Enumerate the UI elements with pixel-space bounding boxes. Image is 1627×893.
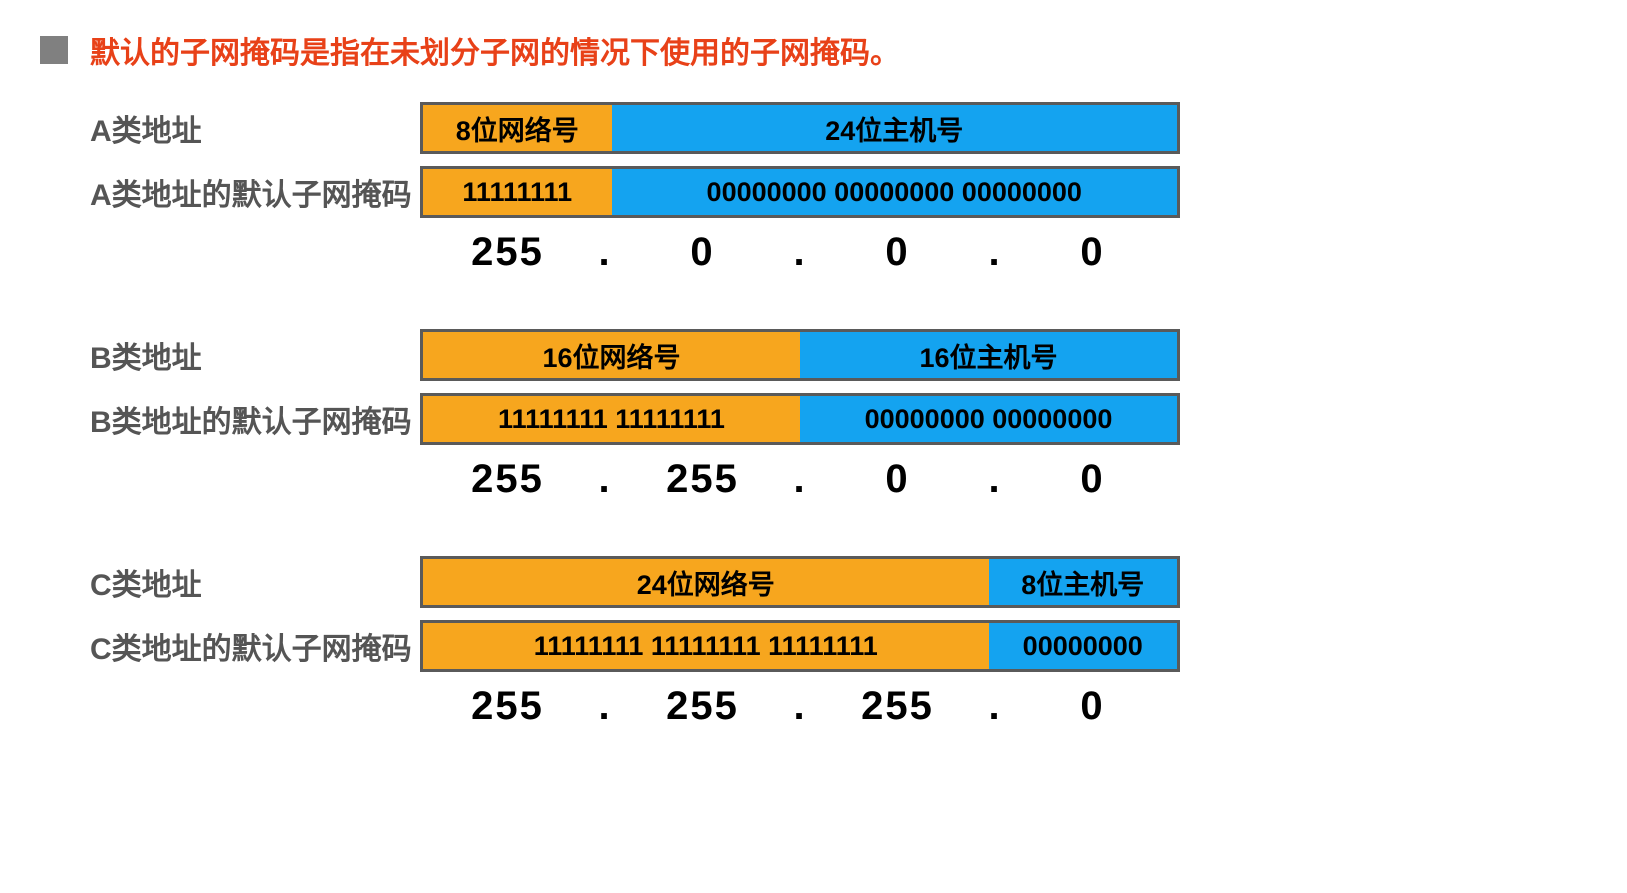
class-c-addr-net-seg: 24位网络号 [423, 559, 989, 605]
class-b-dec-3: 0 [1005, 457, 1180, 502]
class-a-dec-3: 0 [1005, 230, 1180, 275]
class-c-addr-bar: 24位网络号 8位主机号 [420, 556, 1180, 608]
class-a-addr-net-seg: 8位网络号 [423, 105, 612, 151]
dot-icon: . [985, 684, 1005, 729]
class-b-mask-net-seg: 11111111 11111111 [423, 396, 800, 442]
class-b-dec-0: 255 [420, 457, 595, 502]
dot-icon: . [790, 684, 810, 729]
class-b-dec-1: 255 [615, 457, 790, 502]
class-b-mask-bar: 11111111 11111111 00000000 00000000 [420, 393, 1180, 445]
class-b-decimal: 255 . 255 . 0 . 0 [420, 457, 1180, 502]
class-a-addr-bar: 8位网络号 24位主机号 [420, 102, 1180, 154]
class-c-dec-1: 255 [615, 684, 790, 729]
dot-icon: . [985, 230, 1005, 275]
class-b-mask-host-seg: 00000000 00000000 [800, 396, 1177, 442]
class-b-addr-bar: 16位网络号 16位主机号 [420, 329, 1180, 381]
class-b-addr-host-seg: 16位主机号 [800, 332, 1177, 378]
class-a-decimal: 255 . 0 . 0 . 0 [420, 230, 1180, 275]
class-c-dec-3: 0 [1005, 684, 1180, 729]
class-c-addr-label: C类地址 [40, 560, 420, 604]
class-c-addr-host-seg: 8位主机号 [989, 559, 1178, 605]
class-a-dec-2: 0 [810, 230, 985, 275]
dot-icon: . [790, 457, 810, 502]
class-b-addr-row: B类地址 16位网络号 16位主机号 [40, 329, 1587, 381]
header: 默认的子网掩码是指在未划分子网的情况下使用的子网掩码。 [40, 28, 1587, 72]
class-c-section: C类地址 24位网络号 8位主机号 C类地址的默认子网掩码 11111111 1… [40, 556, 1587, 729]
class-a-mask-row: A类地址的默认子网掩码 11111111 00000000 00000000 0… [40, 166, 1587, 218]
page-title: 默认的子网掩码是指在未划分子网的情况下使用的子网掩码。 [90, 28, 900, 72]
class-b-mask-label: B类地址的默认子网掩码 [40, 397, 420, 441]
dot-icon: . [595, 230, 615, 275]
class-c-dec-0: 255 [420, 684, 595, 729]
class-c-mask-row: C类地址的默认子网掩码 11111111 11111111 11111111 0… [40, 620, 1587, 672]
class-a-dec-1: 0 [615, 230, 790, 275]
class-c-mask-host-seg: 00000000 [989, 623, 1178, 669]
class-a-mask-host-seg: 00000000 00000000 00000000 [612, 169, 1178, 215]
bullet-icon [40, 36, 68, 64]
class-c-mask-label: C类地址的默认子网掩码 [40, 624, 420, 668]
class-c-dec-2: 255 [810, 684, 985, 729]
class-a-dec-0: 255 [420, 230, 595, 275]
class-c-mask-bar: 11111111 11111111 11111111 00000000 [420, 620, 1180, 672]
class-c-addr-row: C类地址 24位网络号 8位主机号 [40, 556, 1587, 608]
class-b-addr-net-seg: 16位网络号 [423, 332, 800, 378]
class-a-addr-row: A类地址 8位网络号 24位主机号 [40, 102, 1587, 154]
class-b-section: B类地址 16位网络号 16位主机号 B类地址的默认子网掩码 11111111 … [40, 329, 1587, 502]
class-a-addr-host-seg: 24位主机号 [612, 105, 1178, 151]
class-b-mask-row: B类地址的默认子网掩码 11111111 11111111 00000000 0… [40, 393, 1587, 445]
class-b-dec-2: 0 [810, 457, 985, 502]
class-b-addr-label: B类地址 [40, 333, 420, 377]
class-c-mask-net-seg: 11111111 11111111 11111111 [423, 623, 989, 669]
class-c-decimal: 255 . 255 . 255 . 0 [420, 684, 1180, 729]
class-a-mask-bar: 11111111 00000000 00000000 00000000 [420, 166, 1180, 218]
class-a-mask-label: A类地址的默认子网掩码 [40, 170, 420, 214]
dot-icon: . [985, 457, 1005, 502]
class-a-section: A类地址 8位网络号 24位主机号 A类地址的默认子网掩码 11111111 0… [40, 102, 1587, 275]
dot-icon: . [790, 230, 810, 275]
dot-icon: . [595, 457, 615, 502]
class-a-addr-label: A类地址 [40, 106, 420, 150]
dot-icon: . [595, 684, 615, 729]
class-a-mask-net-seg: 11111111 [423, 169, 612, 215]
